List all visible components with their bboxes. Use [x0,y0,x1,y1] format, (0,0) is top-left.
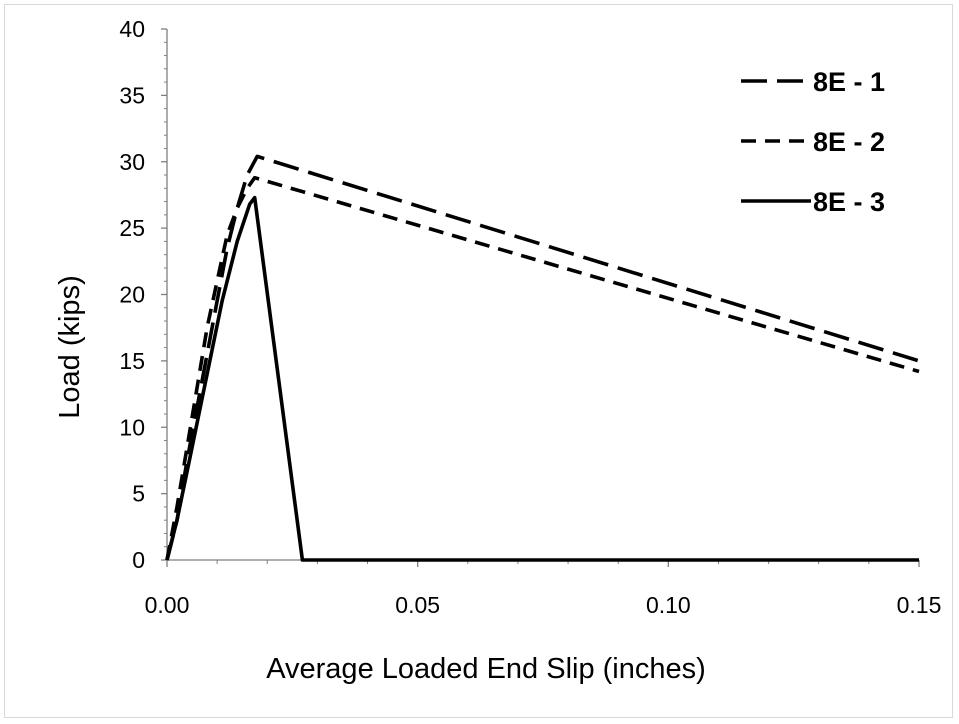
y-tick-label: 5 [132,481,145,507]
y-tick-label: 0 [132,547,145,573]
x-tick-label: 0.00 [145,592,190,618]
legend: 8E - 1 8E - 2 8E - 3 [741,67,885,217]
legend-label-2: 8E - 2 [813,127,885,157]
y-tick-label: 15 [119,348,145,374]
y-tick-label: 35 [119,82,145,108]
x-tick-label: 0.05 [395,592,440,618]
y-tick-label: 25 [119,215,145,241]
y-tick-label: 30 [119,149,145,175]
x-tick-label: 0.10 [646,592,691,618]
series-line-1 [165,154,920,561]
series-line-3 [165,195,919,562]
x-tick-label: 0.15 [897,592,942,618]
y-tick-label: 20 [119,282,145,308]
y-tick-label: 40 [119,16,145,42]
series-line-2 [165,175,920,561]
series-layer [165,154,920,562]
x-axis-title: Average Loaded End Slip (inches) [266,653,706,685]
legend-label-1: 8E - 1 [813,67,885,97]
legend-label-3: 8E - 3 [813,187,885,217]
y-axis-title: Load (kips) [54,275,86,418]
y-tick-label: 10 [119,414,145,440]
axes: 0 5 10 15 20 25 30 35 40 0.00 0.05 0.10 0.15 [119,16,941,618]
